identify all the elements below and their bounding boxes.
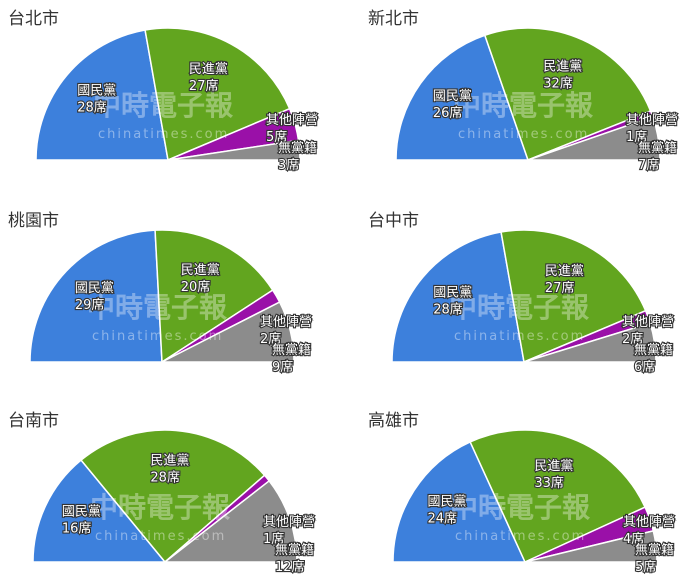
- slice-label-name: 國民黨: [427, 494, 466, 509]
- slice-label-name: 國民黨: [433, 89, 472, 104]
- slice-label-value: 12席: [275, 559, 305, 575]
- slice-label-name: 無黨籍: [275, 542, 314, 558]
- watermark-logo-sub: chinatimes.com: [455, 529, 586, 544]
- pie-slice-國民黨: [32, 459, 167, 563]
- slice-label-value: 32席: [543, 75, 573, 91]
- watermark-logo-sub: chinatimes.com: [98, 127, 229, 142]
- slice-label-name: 國民黨: [77, 83, 116, 98]
- watermark-logo: 中時電子報: [93, 89, 234, 122]
- pie-slice-無黨籍: [162, 479, 298, 563]
- slice-label-value: 1席: [263, 531, 284, 547]
- slice-label-value: 3席: [278, 157, 299, 173]
- watermark-logo-sub: chinatimes.com: [454, 329, 585, 344]
- slice-label-name: 民進黨: [534, 459, 573, 474]
- slice-label-value: 27席: [545, 280, 575, 296]
- slice-label-value: 5席: [266, 129, 287, 145]
- pie-slice-國民黨: [392, 440, 527, 563]
- pie-slice-國民黨: [35, 29, 169, 161]
- chart-title: 高雄市: [368, 411, 419, 431]
- pie-slice-民進黨: [154, 229, 274, 364]
- pie-slice-無黨籍: [523, 322, 657, 363]
- watermark-logo: 中時電子報: [453, 89, 594, 122]
- chart-title: 桃園市: [8, 211, 59, 231]
- slice-label-name: 無黨籍: [272, 342, 311, 358]
- pie-slice-國民黨: [29, 229, 163, 363]
- pie-slice-民進黨: [469, 429, 647, 563]
- slice-label-value: 2席: [260, 331, 281, 347]
- watermark-logo: 中時電子報: [449, 291, 590, 324]
- slice-label-value: 16席: [62, 521, 92, 537]
- slice-label-name: 無黨籍: [638, 140, 677, 156]
- slice-label-name: 國民黨: [62, 505, 101, 520]
- pie-slice-無黨籍: [524, 529, 658, 563]
- slice-label-value: 28席: [150, 470, 180, 486]
- slice-label-name: 民進黨: [545, 264, 584, 279]
- slice-label-name: 其他陣營: [266, 113, 318, 128]
- slice-label-value: 2席: [622, 331, 643, 347]
- slice-label-value: 28席: [433, 301, 463, 317]
- slice-label-value: 24席: [427, 510, 457, 526]
- slice-label-name: 無黨籍: [278, 140, 317, 156]
- pie-slice-無黨籍: [161, 301, 295, 363]
- slice-label-value: 7席: [638, 157, 659, 173]
- pie-slice-國民黨: [391, 231, 525, 363]
- pie-slice-民進黨: [80, 429, 266, 564]
- slice-label-value: 29席: [75, 297, 105, 313]
- watermark-logo-sub: chinatimes.com: [458, 127, 589, 142]
- slice-label-value: 20席: [181, 279, 211, 295]
- slice-label-value: 26席: [433, 105, 463, 121]
- slice-label-name: 民進黨: [189, 62, 228, 77]
- slice-label-value: 5席: [635, 559, 656, 575]
- slice-label-name: 無黨籍: [635, 542, 674, 558]
- slice-label-name: 國民黨: [433, 285, 472, 300]
- chart-title: 新北市: [368, 9, 419, 29]
- slice-label-value: 4席: [623, 531, 644, 547]
- watermark-logo: 中時電子報: [450, 491, 591, 524]
- slice-label-value: 9席: [272, 359, 293, 375]
- slice-label-value: 33席: [534, 475, 564, 491]
- slice-label-name: 其他陣營: [263, 515, 315, 530]
- watermark-logo: 中時電子報: [87, 291, 228, 324]
- slice-label-value: 6席: [634, 359, 655, 375]
- slice-label-value: 27席: [189, 78, 219, 94]
- watermark-logo-sub: chinatimes.com: [92, 329, 223, 344]
- chart-title: 台南市: [8, 411, 59, 431]
- slice-label-name: 無黨籍: [634, 342, 673, 358]
- slice-label-name: 民進黨: [543, 59, 582, 74]
- watermark-logo: 中時電子報: [90, 491, 231, 524]
- slice-label-name: 民進黨: [181, 263, 220, 278]
- slice-label-name: 其他陣營: [623, 515, 675, 530]
- slice-label-name: 其他陣營: [626, 113, 678, 128]
- chart-title: 台北市: [8, 9, 59, 29]
- slice-label-value: 1席: [626, 129, 647, 145]
- pie-slice-無黨籍: [527, 115, 661, 161]
- watermark-logo-sub: chinatimes.com: [95, 529, 226, 544]
- pie-slice-民進黨: [144, 27, 291, 162]
- pie-slice-無黨籍: [167, 139, 301, 161]
- slice-label-name: 國民黨: [75, 281, 114, 296]
- slice-label-name: 民進黨: [150, 454, 189, 469]
- pie-slice-民進黨: [500, 229, 647, 364]
- slice-label-name: 其他陣營: [260, 315, 312, 330]
- chart-title: 台中市: [368, 211, 419, 231]
- slice-label-value: 28席: [77, 99, 107, 115]
- slice-label-name: 其他陣營: [622, 315, 674, 330]
